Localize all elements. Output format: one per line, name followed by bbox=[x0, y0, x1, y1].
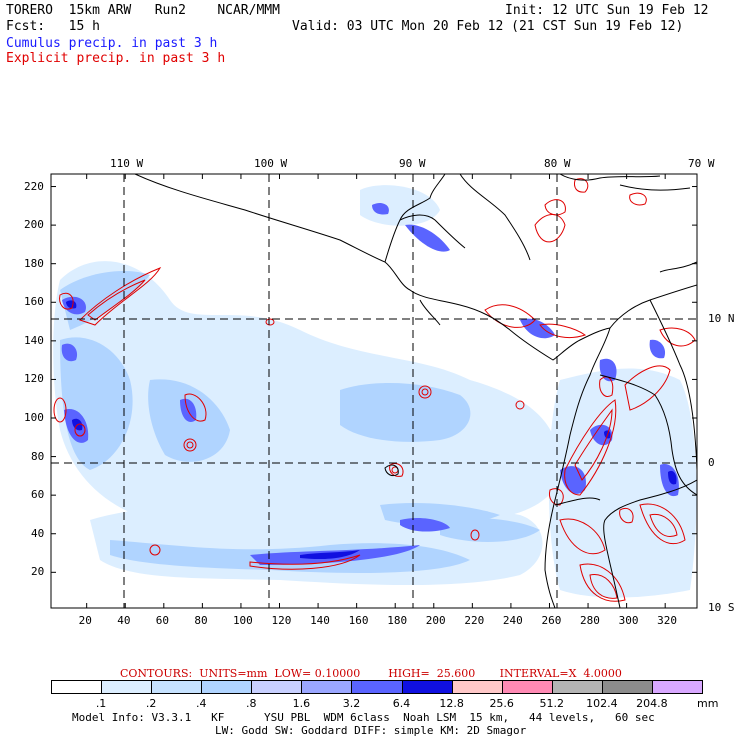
model-run-title: TORERO 15km ARW Run2 NCAR/MMM bbox=[6, 3, 280, 18]
plot-frame bbox=[50, 173, 698, 609]
lat-label-10n: 10 N bbox=[708, 312, 735, 325]
y-tick-label: 200 bbox=[24, 218, 44, 232]
y-tick-label: 160 bbox=[24, 295, 44, 309]
colorbar-label: 1.6 bbox=[292, 697, 311, 710]
model-physics: LW: Godd SW: Goddard DIFF: simple KM: 2D… bbox=[215, 724, 527, 737]
light-precip-areas bbox=[53, 185, 697, 598]
colorbar-label: 25.6 bbox=[489, 697, 514, 710]
colorbar-swatch bbox=[501, 680, 553, 694]
y-tick-label: 120 bbox=[24, 372, 44, 386]
x-tick-label: 120 bbox=[271, 614, 292, 627]
x-tick-label: 240 bbox=[502, 614, 523, 627]
lon-label-90w: 90 W bbox=[399, 157, 426, 170]
colorbar-label: .1 bbox=[95, 697, 107, 710]
colorbar-units: mm bbox=[697, 697, 719, 710]
colorbar-swatch bbox=[601, 680, 653, 694]
x-tick-label: 80 bbox=[194, 614, 208, 627]
colorbar-label: 102.4 bbox=[586, 697, 618, 710]
x-tick-label: 180 bbox=[387, 614, 408, 627]
cumulus-legend-label: Cumulus precip. in past 3 h bbox=[6, 36, 218, 51]
colorbar-label: .4 bbox=[195, 697, 207, 710]
precip-field bbox=[53, 174, 697, 608]
colorbar-label: 12.8 bbox=[439, 697, 464, 710]
colorbar-swatch bbox=[351, 680, 403, 694]
x-tick-label: 140 bbox=[310, 614, 330, 627]
colorbar-swatch bbox=[401, 680, 453, 694]
x-tick-label: 320 bbox=[657, 614, 678, 627]
y-tick-label: 20 bbox=[31, 565, 45, 579]
colorbar-swatch bbox=[151, 680, 203, 694]
init-time: Init: 12 UTC Sun 19 Feb 12 bbox=[505, 3, 709, 18]
y-tick-label: 40 bbox=[31, 526, 45, 540]
colorbar-swatch bbox=[251, 680, 303, 694]
y-tick-label: 100 bbox=[24, 411, 44, 424]
lat-label-0: 0 bbox=[708, 456, 715, 469]
explicit-legend-label: Explicit precip. in past 3 h bbox=[6, 51, 226, 66]
y-tick-label: 80 bbox=[31, 449, 45, 463]
y-tick-label: 220 bbox=[24, 179, 44, 193]
colorbar-label: 204.8 bbox=[636, 697, 668, 710]
graticule bbox=[51, 174, 697, 608]
x-tick-label: 300 bbox=[618, 614, 639, 627]
explicit-precip-contours bbox=[53, 178, 696, 602]
x-tick-label: 20 bbox=[78, 614, 92, 627]
colorbar-label: .8 bbox=[246, 697, 257, 710]
colorbar-label: .2 bbox=[145, 697, 157, 710]
forecast-hour: Fcst: 15 h bbox=[6, 19, 100, 34]
y-tick-label: 140 bbox=[24, 333, 44, 347]
colorbar-swatch bbox=[651, 680, 703, 694]
coastlines bbox=[134, 174, 697, 608]
lon-label-110w: 110 W bbox=[110, 157, 144, 170]
colorbar-swatch bbox=[51, 680, 103, 694]
x-tick-label: 260 bbox=[541, 614, 562, 627]
lon-label-80w: 80 W bbox=[544, 157, 571, 170]
colorbar-swatch bbox=[301, 680, 353, 694]
colorbar-swatch bbox=[201, 680, 253, 694]
x-tick-label: 280 bbox=[580, 614, 600, 627]
valid-time: Valid: 03 UTC Mon 20 Feb 12 (21 CST Sun … bbox=[292, 19, 684, 34]
model-info: Model Info: V3.3.1 KF YSU PBL WDM 6class… bbox=[72, 711, 655, 724]
axis-ticks bbox=[51, 174, 697, 608]
y-tick-label: 180 bbox=[24, 256, 44, 270]
colorbar-swatch bbox=[551, 680, 603, 694]
colorbar-swatch bbox=[451, 680, 503, 694]
x-tick-label: 100 bbox=[232, 614, 253, 627]
y-tick-label: 60 bbox=[31, 488, 45, 502]
colorbar-label: 6.4 bbox=[392, 697, 411, 710]
x-tick-label: 160 bbox=[348, 614, 369, 627]
colorbar-label: 51.2 bbox=[539, 697, 565, 710]
x-tick-label: 60 bbox=[155, 614, 170, 627]
x-tick-label: 220 bbox=[464, 614, 485, 627]
lon-label-100w: 100 W bbox=[254, 157, 288, 170]
lat-label-10s: 10 S bbox=[708, 601, 735, 614]
x-tick-label: 200 bbox=[425, 614, 446, 627]
contours-info: CONTOURS: UNITS=mm LOW= 0.10000 HIGH= 25… bbox=[120, 667, 622, 680]
lon-label-70w: 70 W bbox=[688, 157, 715, 170]
colorbar-label: 3.2 bbox=[342, 697, 361, 710]
x-tick-label: 40 bbox=[117, 614, 131, 627]
colorbar-swatch bbox=[101, 680, 153, 694]
